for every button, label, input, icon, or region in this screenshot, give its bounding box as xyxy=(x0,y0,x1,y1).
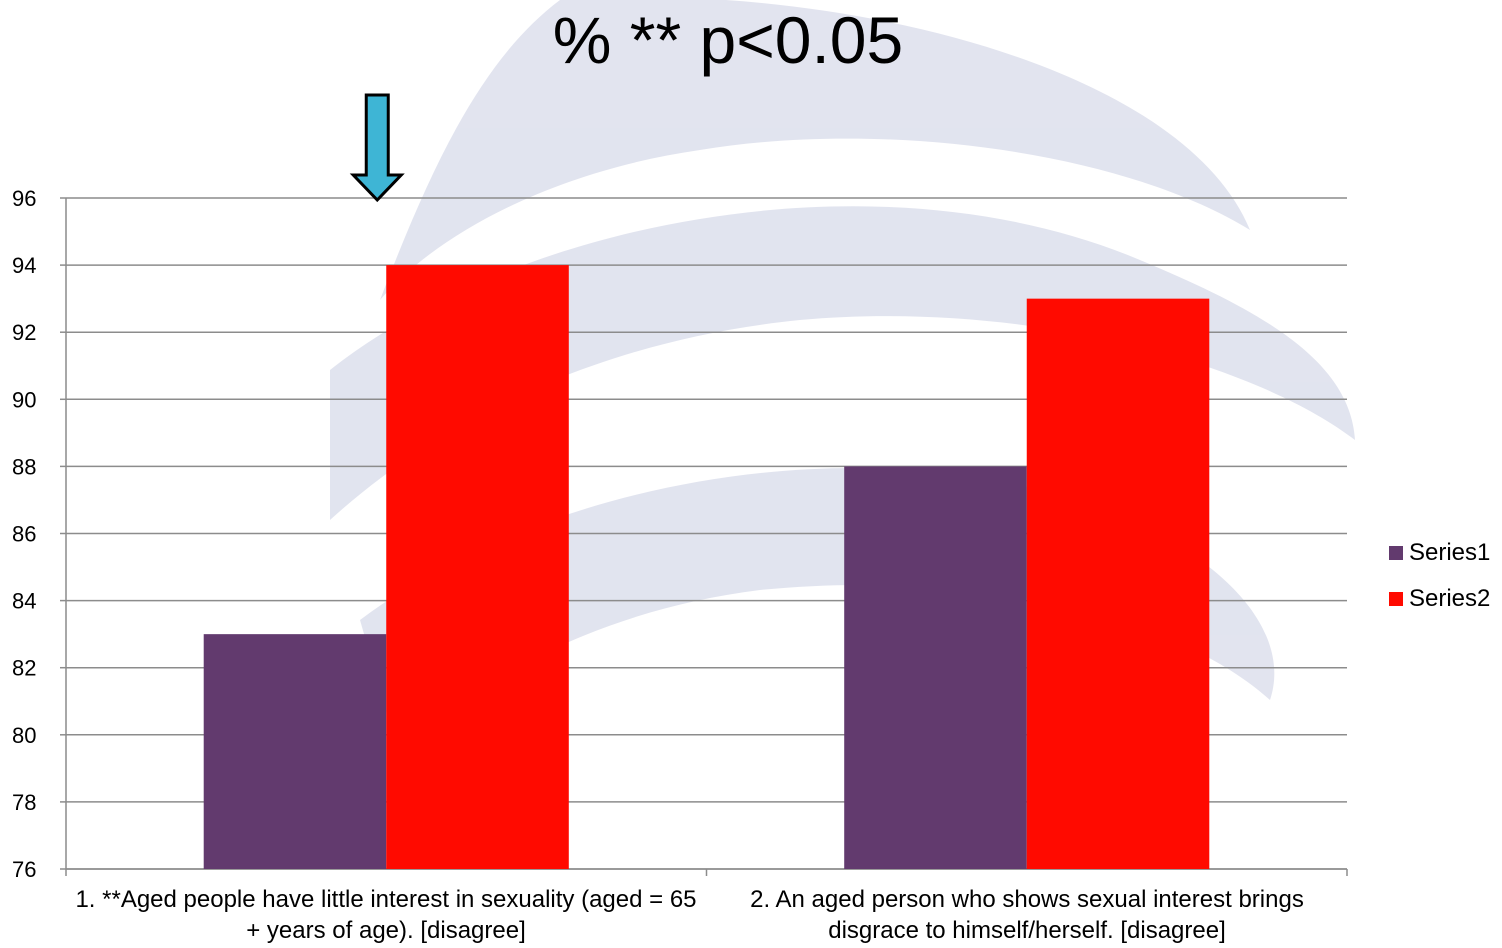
y-tick-label-92: 92 xyxy=(12,320,36,345)
legend-swatch-series1 xyxy=(1389,546,1403,560)
legend: Series1 Series2 xyxy=(1389,530,1490,622)
watermark-swoosh-2 xyxy=(330,206,1355,520)
y-tick-label-86: 86 xyxy=(12,522,36,547)
bar-series2-category-1 xyxy=(386,265,569,870)
y-tick-label-94: 94 xyxy=(12,253,36,278)
legend-item-series1: Series1 xyxy=(1389,530,1490,576)
chart-title: % ** p<0.05 xyxy=(552,3,904,77)
legend-label-series1: Series1 xyxy=(1409,539,1491,566)
legend-item-series2: Series2 xyxy=(1389,576,1490,622)
y-tick-label-78: 78 xyxy=(12,790,36,815)
y-tick-label-90: 90 xyxy=(12,387,36,412)
legend-label-series2: Series2 xyxy=(1409,585,1491,612)
watermark-swoosh-1 xyxy=(380,0,1250,300)
y-tick-label-84: 84 xyxy=(12,589,36,614)
y-tick-label-96: 96 xyxy=(12,186,36,211)
x-category-label-1: 1. **Aged people have little interest in… xyxy=(75,886,697,944)
legend-swatch-series2 xyxy=(1389,592,1403,606)
arrow-down-icon xyxy=(349,93,405,203)
y-tick-label-88: 88 xyxy=(12,454,36,479)
bar-series2-category-2 xyxy=(1026,298,1210,869)
y-tick-label-76: 76 xyxy=(12,857,36,882)
x-category-label-2: 2. An aged person who shows sexual inter… xyxy=(750,886,1304,944)
bar-series1-category-2 xyxy=(844,466,1027,869)
y-tick-label-82: 82 xyxy=(12,656,36,681)
y-tick-label-80: 80 xyxy=(12,723,36,748)
bar-series1-category-1 xyxy=(203,634,387,869)
